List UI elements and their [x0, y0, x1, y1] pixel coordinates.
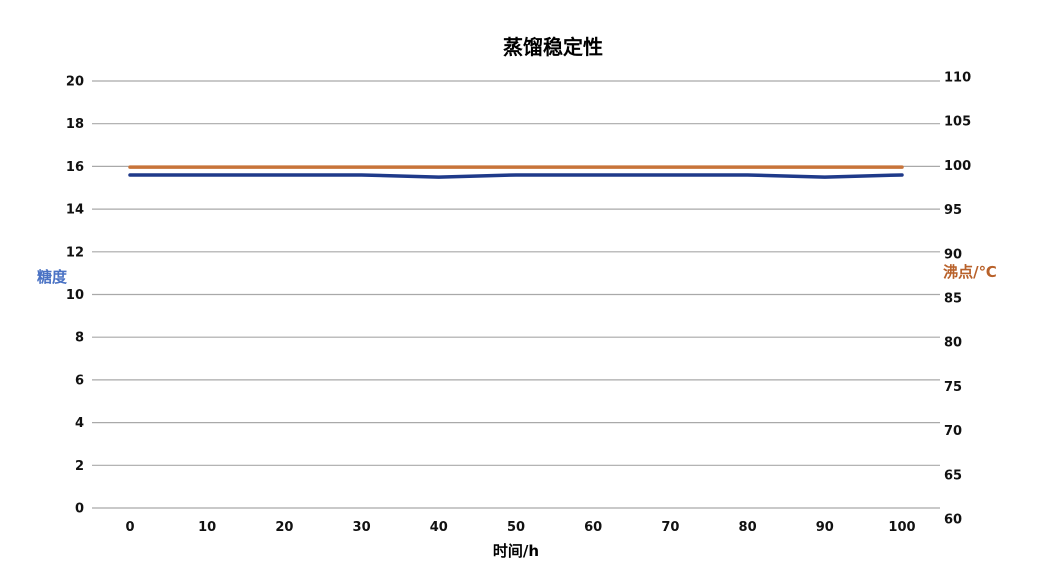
- y-left-tick-label: 4: [75, 416, 84, 431]
- x-tick-label: 20: [275, 520, 293, 535]
- y-right-tick-label: 105: [944, 115, 971, 130]
- y-left-tick-label: 2: [75, 459, 84, 474]
- y-left-tick-label: 14: [66, 203, 84, 218]
- y-left-tick-label: 8: [75, 331, 84, 346]
- y-right-tick-label: 110: [944, 71, 971, 86]
- series-line-left-0: [128, 173, 904, 179]
- y-left-tick-label: 10: [66, 288, 84, 303]
- x-tick-label: 80: [739, 520, 757, 535]
- y-left-tick-label: 6: [75, 373, 84, 388]
- x-axis-ticks: 0 10 20 30 40 50 60 70 80 90 100: [125, 520, 915, 535]
- x-tick-label: 90: [816, 520, 834, 535]
- x-tick-label: 30: [353, 520, 371, 535]
- x-tick-label: 0: [125, 520, 134, 535]
- y-right-tick-label: 65: [944, 468, 962, 483]
- y-right-tick-label: 80: [944, 336, 962, 351]
- y-right-tick-label: 75: [944, 380, 962, 395]
- y-right-tick-label: 70: [944, 424, 962, 439]
- left-axis-ticks: 0 2 4 6 8 10 12 14 16 18 20: [66, 75, 84, 517]
- y-right-tick-label: 100: [944, 159, 971, 174]
- y-left-tick-label: 12: [66, 245, 84, 260]
- gridlines: [92, 80, 940, 509]
- right-axis-ticks: 60 65 70 75 80 85 90 95 100 105 110: [944, 71, 971, 528]
- x-tick-label: 40: [430, 520, 448, 535]
- x-tick-label: 10: [198, 520, 216, 535]
- y-right-tick-label: 95: [944, 203, 962, 218]
- x-tick-label: 100: [888, 520, 915, 535]
- y-axis-left-label: 糖度: [37, 268, 68, 286]
- y-right-tick-label: 90: [944, 247, 962, 262]
- y-left-tick-label: 16: [66, 160, 84, 175]
- x-tick-label: 60: [584, 520, 602, 535]
- y-axis-right-label: 沸点/℃: [943, 263, 997, 281]
- y-left-tick-label: 0: [75, 502, 84, 517]
- x-tick-label: 70: [661, 520, 679, 535]
- y-right-tick-label: 85: [944, 292, 962, 307]
- series-layer: [128, 165, 904, 179]
- y-left-tick-label: 18: [66, 117, 84, 132]
- x-axis-label: 时间/h: [493, 542, 539, 560]
- chart-title: 蒸馏稳定性: [503, 35, 603, 59]
- y-left-tick-label: 20: [66, 75, 84, 90]
- y-right-tick-label: 60: [944, 513, 962, 528]
- x-tick-label: 50: [507, 520, 525, 535]
